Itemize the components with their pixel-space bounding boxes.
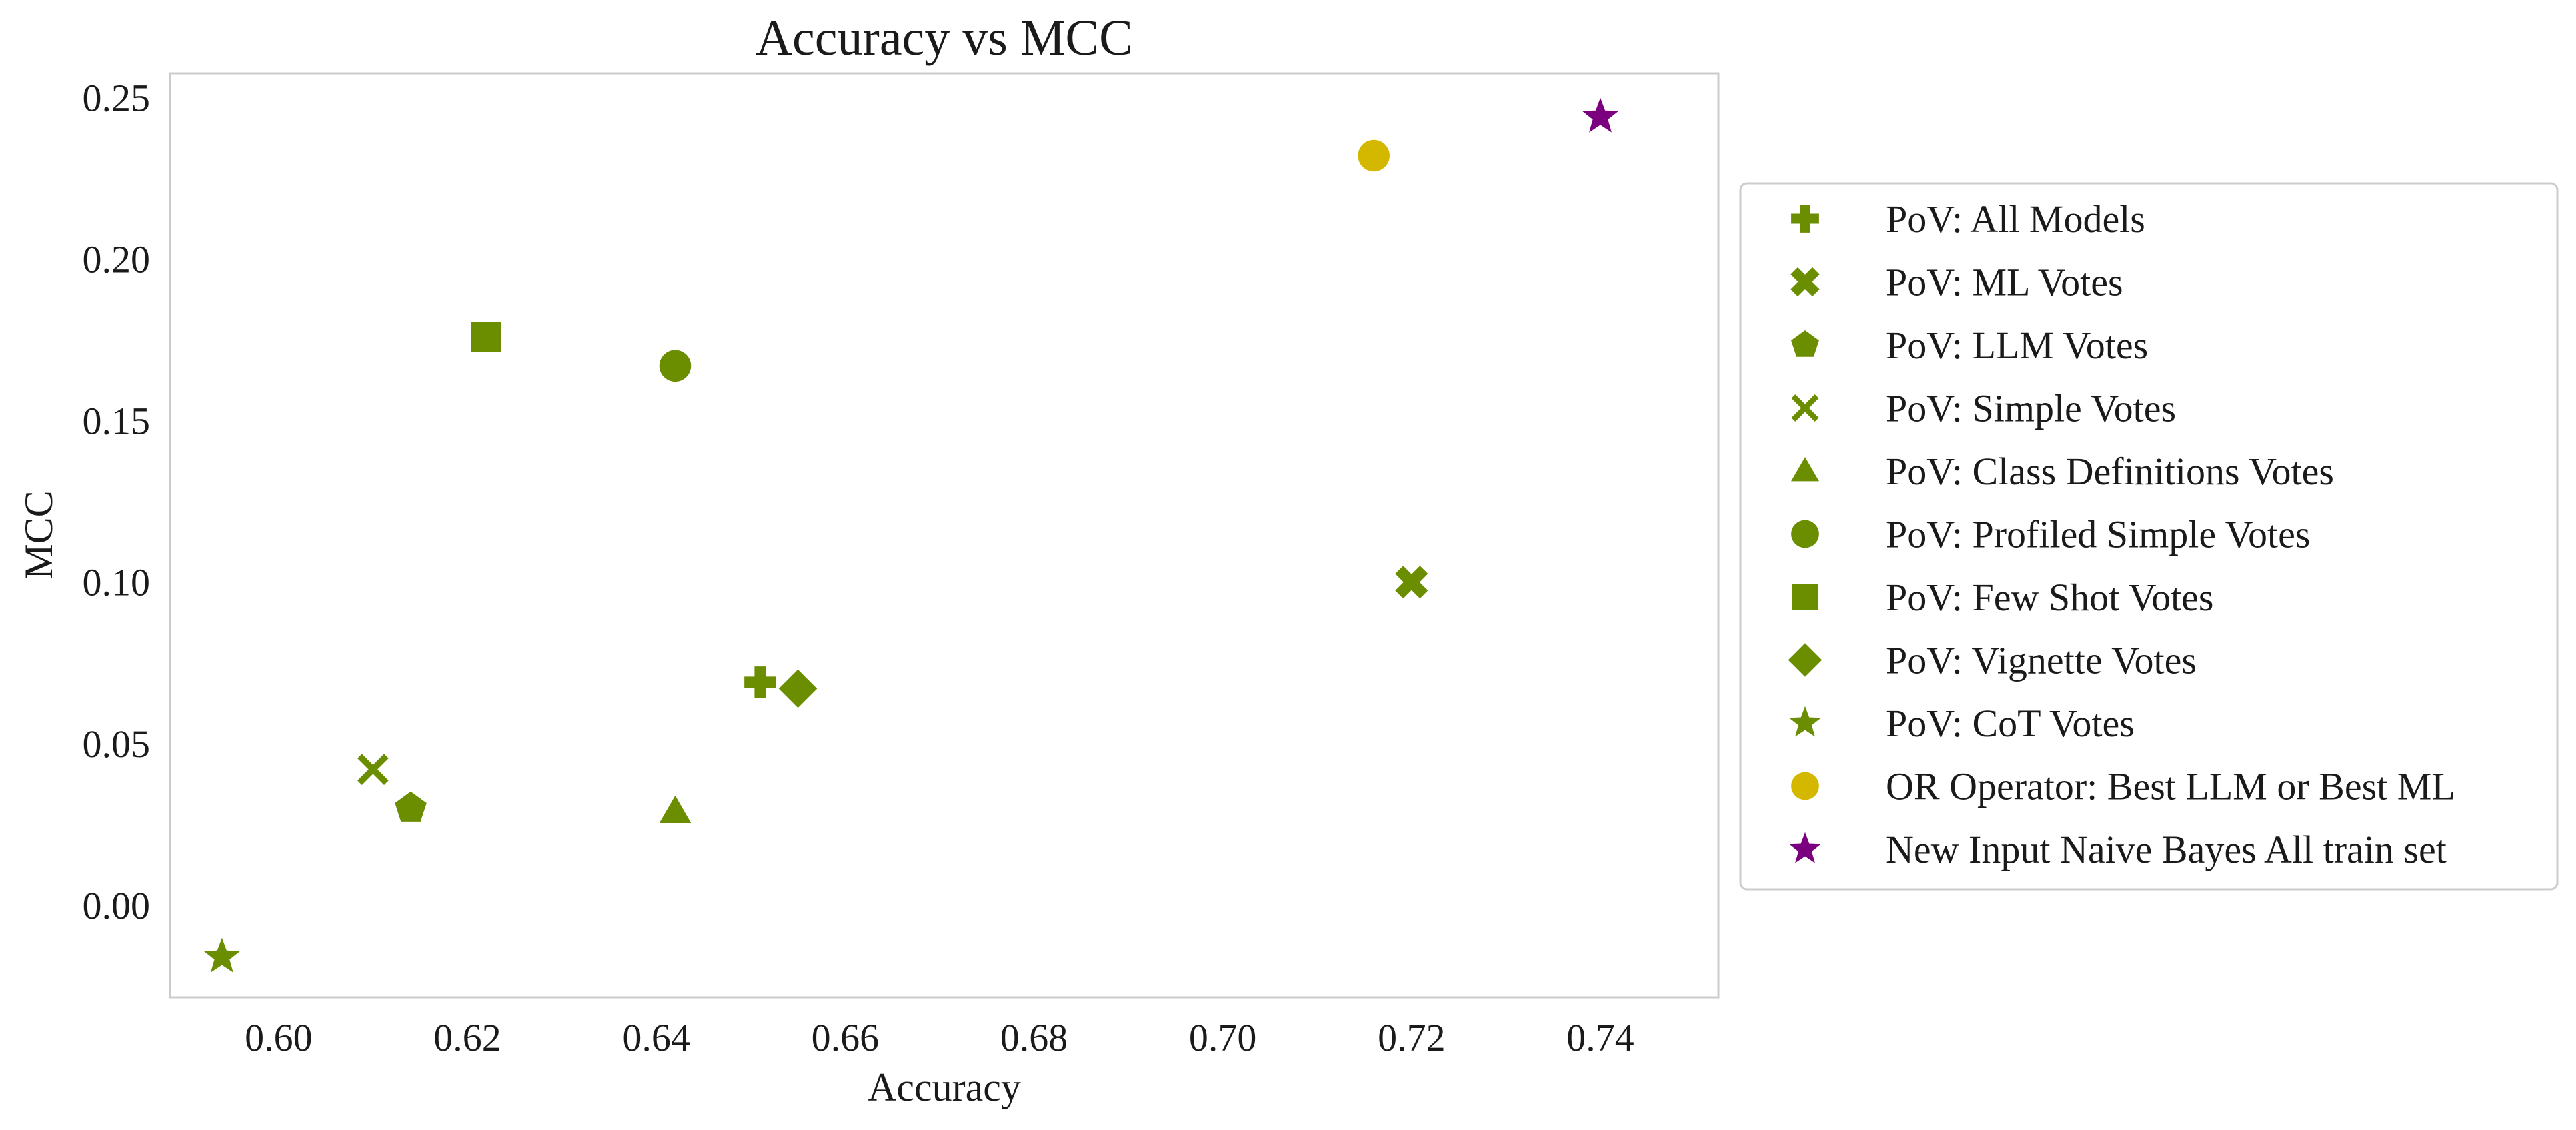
x-tick-label: 0.74 [1566, 1016, 1634, 1059]
x-tick-label: 0.62 [433, 1016, 501, 1059]
data-point [744, 666, 776, 698]
x-tick-label: 0.60 [245, 1016, 313, 1059]
legend-frame [1739, 182, 2559, 891]
x-tick-label: 0.72 [1378, 1016, 1446, 1059]
data-point [203, 937, 241, 973]
legend-label: PoV: Profiled Simple Votes [1886, 513, 2310, 556]
x-axis-label: Accuracy [868, 1065, 1021, 1109]
y-tick-label: 0.25 [83, 76, 151, 119]
data-point [659, 795, 692, 823]
legend-label: PoV: All Models [1886, 197, 2145, 241]
legend-marker [1792, 584, 1818, 610]
legend-marker [1791, 205, 1819, 233]
y-axis-ticks: 0.00 0.05 0.10 0.15 0.20 0.25 [83, 76, 151, 927]
legend-label: PoV: Class Definitions Votes [1886, 450, 2334, 493]
legend-marker [1791, 520, 1819, 548]
data-point [659, 350, 692, 382]
legend-label: PoV: Simple Votes [1886, 387, 2176, 430]
x-tick-label: 0.64 [622, 1016, 690, 1059]
y-tick-label: 0.20 [83, 237, 151, 281]
legend-marker [1791, 772, 1819, 800]
legend-items: PoV: All Models PoV: ML Votes PoV: LLM Vot… [1788, 197, 2455, 871]
data-point [1582, 97, 1619, 133]
legend-label: PoV: LLM Votes [1886, 324, 2148, 367]
legend-marker [1788, 832, 1822, 863]
legend-marker [1791, 457, 1819, 482]
data-point [395, 791, 427, 822]
y-tick-label: 0.05 [83, 722, 151, 766]
y-tick-label: 0.00 [83, 884, 151, 927]
legend-label: New Input Naive Bayes All train set [1886, 828, 2447, 871]
x-tick-label: 0.68 [1000, 1016, 1068, 1059]
legend-marker [1791, 330, 1819, 357]
legend-marker [1790, 267, 1820, 297]
y-tick-label: 0.10 [83, 561, 151, 604]
legend-label: PoV: Vignette Votes [1886, 639, 2197, 682]
legend-marker [1788, 706, 1822, 737]
legend: PoV: All Models PoV: ML Votes PoV: LLM Vot… [1739, 182, 2559, 891]
x-tick-label: 0.66 [812, 1016, 880, 1059]
x-tick-label: 0.70 [1189, 1016, 1257, 1059]
legend-marker [1788, 643, 1822, 677]
x-axis-ticks: 0.60 0.62 0.64 0.66 0.68 0.70 0.72 0.74 [245, 1016, 1634, 1059]
data-point [1395, 566, 1428, 599]
y-tick-label: 0.15 [83, 400, 151, 443]
data-point [1358, 139, 1390, 172]
chart-title: Accuracy vs MCC [756, 10, 1133, 66]
data-points [203, 97, 1619, 973]
legend-label: OR Operator: Best LLM or Best ML [1886, 765, 2455, 808]
y-axis-label: MCC [17, 490, 61, 579]
plot-area-frame [169, 72, 1720, 999]
data-point [471, 322, 501, 352]
data-point [357, 754, 389, 785]
data-point [778, 669, 818, 708]
legend-label: PoV: ML Votes [1886, 261, 2123, 304]
legend-marker [1791, 394, 1819, 422]
legend-label: PoV: Few Shot Votes [1886, 576, 2214, 619]
legend-label: PoV: CoT Votes [1886, 702, 2135, 745]
